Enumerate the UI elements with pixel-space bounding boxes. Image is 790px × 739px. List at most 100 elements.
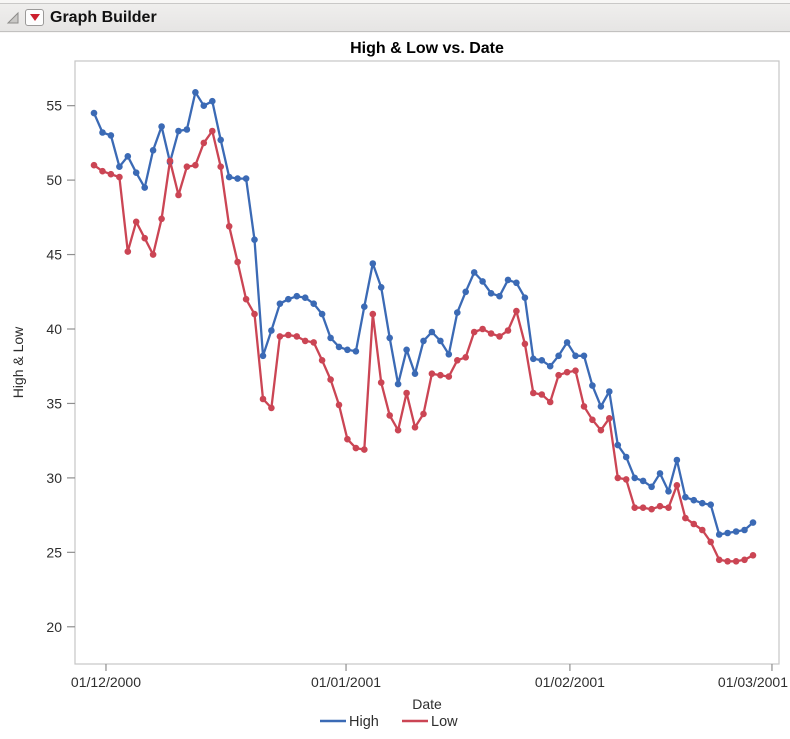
data-point-high[interactable] — [580, 352, 588, 360]
data-point-low[interactable] — [377, 379, 385, 386]
data-point-high[interactable] — [707, 501, 714, 509]
data-point-low[interactable] — [462, 354, 470, 361]
data-point-low[interactable] — [589, 416, 596, 424]
data-point-low[interactable] — [715, 556, 723, 564]
data-point-low[interactable] — [665, 504, 672, 512]
data-point-high[interactable] — [749, 519, 757, 526]
data-point-low[interactable] — [318, 357, 326, 364]
data-point-low[interactable] — [183, 163, 191, 170]
data-point-low[interactable] — [107, 170, 115, 178]
data-point-low[interactable] — [234, 258, 241, 266]
data-point-low[interactable] — [614, 474, 622, 482]
data-point-high[interactable] — [445, 351, 453, 358]
data-point-high[interactable] — [259, 352, 267, 360]
data-point-high[interactable] — [665, 488, 672, 495]
data-point-low[interactable] — [293, 333, 301, 340]
data-point-high[interactable] — [394, 380, 402, 388]
data-point-high[interactable] — [225, 173, 233, 181]
data-point-high[interactable] — [597, 403, 605, 410]
data-point-high[interactable] — [310, 300, 318, 308]
data-point-low[interactable] — [352, 444, 360, 452]
data-point-low[interactable] — [648, 505, 655, 513]
data-point-high[interactable] — [530, 355, 537, 363]
data-point-high[interactable] — [361, 303, 368, 311]
data-point-high[interactable] — [732, 528, 740, 535]
data-point-low[interactable] — [724, 558, 731, 565]
data-point-low[interactable] — [141, 234, 148, 242]
data-point-low[interactable] — [225, 223, 233, 230]
data-point-low[interactable] — [99, 167, 106, 175]
legend-item-high[interactable]: High — [349, 714, 379, 730]
data-point-low[interactable] — [479, 325, 486, 333]
data-point-high[interactable] — [124, 153, 132, 160]
data-point-high[interactable] — [656, 470, 664, 477]
data-point-low[interactable] — [90, 161, 98, 169]
data-point-high[interactable] — [487, 290, 495, 297]
legend-label[interactable]: Low — [431, 714, 458, 730]
data-point-low[interactable] — [403, 389, 410, 397]
data-point-high[interactable] — [175, 127, 182, 135]
data-point-high[interactable] — [572, 352, 579, 360]
data-point-high[interactable] — [470, 269, 478, 276]
data-point-low[interactable] — [335, 401, 343, 409]
plot-area[interactable] — [74, 60, 780, 665]
data-point-high[interactable] — [293, 292, 301, 300]
data-point-high[interactable] — [251, 236, 258, 243]
data-point-high[interactable] — [546, 362, 554, 370]
data-point-high[interactable] — [200, 102, 208, 109]
data-point-high[interactable] — [496, 292, 503, 300]
data-point-low[interactable] — [437, 371, 444, 379]
data-point-low[interactable] — [259, 395, 267, 403]
data-point-high[interactable] — [369, 260, 377, 267]
data-point-high[interactable] — [158, 123, 165, 130]
data-point-low[interactable] — [166, 157, 174, 165]
data-point-high[interactable] — [741, 526, 748, 534]
data-point-low[interactable] — [690, 520, 698, 528]
data-point-high[interactable] — [437, 337, 444, 345]
data-point-high[interactable] — [301, 294, 309, 302]
data-point-low[interactable] — [563, 368, 571, 376]
data-point-low[interactable] — [301, 337, 309, 345]
data-point-high[interactable] — [99, 129, 106, 136]
data-point-high[interactable] — [141, 184, 148, 191]
data-point-high[interactable] — [614, 441, 622, 449]
data-point-high[interactable] — [318, 310, 326, 318]
data-point-high[interactable] — [631, 474, 638, 482]
data-point-high[interactable] — [344, 346, 351, 354]
data-point-low[interactable] — [361, 446, 368, 453]
high-low-line-chart[interactable]: High & Low vs. Date 20 25 30 35 40 45 50 55 01/12… — [0, 33, 790, 739]
data-point-low[interactable] — [682, 514, 689, 522]
data-point-low[interactable] — [513, 307, 520, 315]
data-point-low[interactable] — [394, 426, 402, 434]
data-point-low[interactable] — [732, 558, 740, 565]
data-point-high[interactable] — [622, 453, 630, 461]
data-point-low[interactable] — [572, 367, 579, 375]
data-point-low[interactable] — [454, 357, 461, 364]
data-point-high[interactable] — [242, 175, 250, 182]
data-point-low[interactable] — [310, 339, 318, 346]
data-point-high[interactable] — [386, 334, 394, 342]
data-point-high[interactable] — [335, 343, 343, 351]
data-point-high[interactable] — [268, 327, 275, 334]
data-point-high[interactable] — [563, 339, 571, 346]
data-point-low[interactable] — [707, 538, 714, 546]
data-point-low[interactable] — [656, 502, 664, 510]
data-point-low[interactable] — [496, 333, 503, 340]
data-point-low[interactable] — [200, 139, 208, 147]
data-point-high[interactable] — [513, 279, 520, 287]
data-point-low[interactable] — [530, 389, 537, 397]
data-point-low[interactable] — [521, 340, 529, 348]
data-point-high[interactable] — [116, 163, 123, 170]
data-point-high[interactable] — [504, 276, 512, 284]
data-point-high[interactable] — [715, 531, 723, 538]
data-point-low[interactable] — [580, 403, 588, 410]
data-point-low[interactable] — [546, 398, 554, 406]
data-point-high[interactable] — [149, 147, 157, 154]
data-point-low[interactable] — [344, 435, 351, 443]
data-point-high[interactable] — [327, 334, 334, 342]
data-point-low[interactable] — [445, 373, 453, 380]
data-point-high[interactable] — [673, 456, 681, 464]
data-point-high[interactable] — [648, 483, 655, 491]
data-point-low[interactable] — [242, 295, 250, 303]
data-point-high[interactable] — [411, 370, 419, 378]
